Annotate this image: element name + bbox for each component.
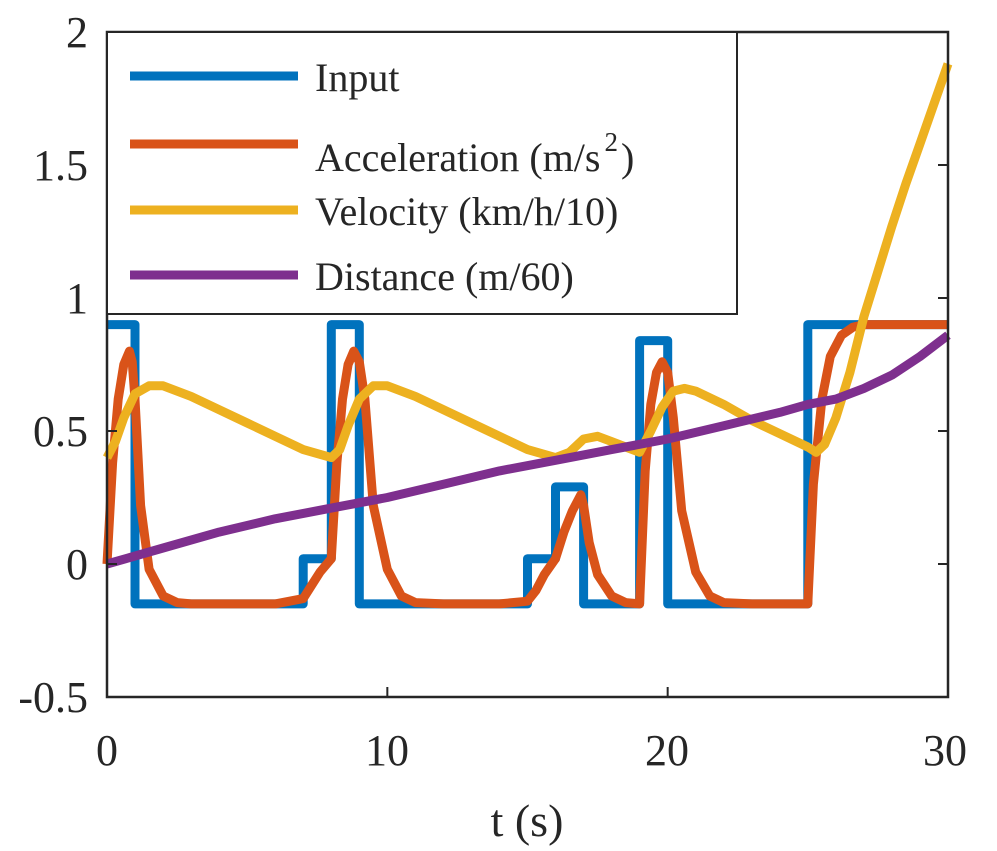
y-tick-label: -0.5 [18,673,88,722]
x-tick-label: 30 [923,726,967,775]
legend-label-input: Input [315,55,399,100]
x-tick-label: 0 [96,726,118,775]
legend-label-acceleration: Acceleration (m/s 2) [315,127,634,180]
series-line-acceleration [102,320,948,609]
x-axis-label: t (s) [491,795,564,846]
series-line-velocity [103,62,953,463]
y-tick-label: 0.5 [33,407,88,456]
x-tick-label: 10 [365,726,409,775]
y-tick-label: 1.5 [33,141,88,190]
y-tick-label: 0 [66,540,88,589]
legend-label-acceleration-sup: 2 [604,127,618,157]
legend: Input Acceleration (m/s 2) Velocity (km/h… [106,31,738,315]
y-tick-label: 2 [66,8,88,57]
legend-label-velocity: Velocity (km/h/10) [315,189,618,234]
legend-label-acceleration-close: ) [621,135,634,180]
legend-label-distance: Distance (m/60) [315,254,574,299]
series-line-distance [105,331,951,569]
plot-area [102,62,953,609]
y-tick-label: 1 [66,274,88,323]
legend-label-acceleration-text: Acceleration (m/s [315,135,600,180]
x-tick-label: 20 [645,726,689,775]
series-line-input [107,320,948,609]
